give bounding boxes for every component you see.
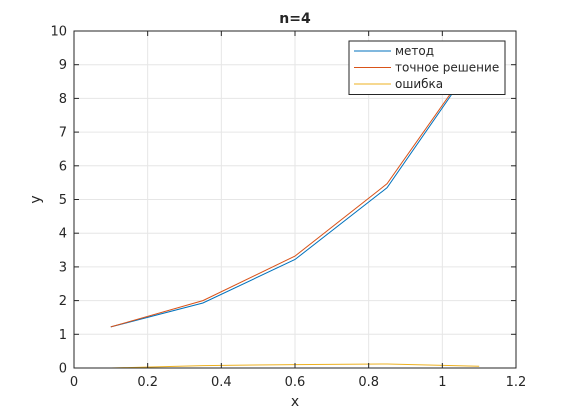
axis-ticks: 0 0.2 0.4 0.6 0.8 1 1.2 0 1 2 3 4 5 6 7 8 9 10 bbox=[50, 25, 526, 391]
y-tick-label: 3 bbox=[59, 260, 67, 275]
chart-title: n=4 bbox=[279, 11, 311, 27]
legend-label-метод: метод bbox=[395, 44, 434, 58]
y-tick-label: 4 bbox=[59, 227, 67, 242]
y-tick-label: 8 bbox=[59, 92, 67, 107]
y-tick-label: 7 bbox=[59, 126, 67, 141]
y-tick-label: 1 bbox=[59, 328, 67, 343]
legend-label-точное-решение: точное решение bbox=[395, 61, 499, 75]
y-tick-label: 6 bbox=[59, 159, 67, 174]
x-tick-label: 0.8 bbox=[358, 375, 379, 390]
y-tick-label: 5 bbox=[59, 193, 67, 208]
y-axis-title: y bbox=[28, 195, 44, 203]
x-tick-label: 0.2 bbox=[137, 375, 158, 390]
series-line-1 bbox=[110, 52, 480, 328]
y-tick-label: 2 bbox=[59, 294, 67, 309]
x-tick-label: 0 bbox=[70, 375, 78, 390]
y-tick-label: 10 bbox=[50, 25, 67, 40]
x-tick-label: 1.2 bbox=[506, 375, 527, 390]
series-line-0 bbox=[110, 54, 480, 328]
legend-label-ошибка: ошибка bbox=[395, 77, 443, 91]
x-tick-label: 0.4 bbox=[211, 375, 232, 390]
y-tick-label: 9 bbox=[59, 58, 67, 73]
x-tick-label: 1 bbox=[438, 375, 446, 390]
y-tick-label: 0 bbox=[59, 362, 67, 377]
x-axis-title: x bbox=[291, 394, 299, 410]
legend: метод точное решение ошибка bbox=[348, 40, 506, 95]
x-tick-label: 0.6 bbox=[285, 375, 306, 390]
